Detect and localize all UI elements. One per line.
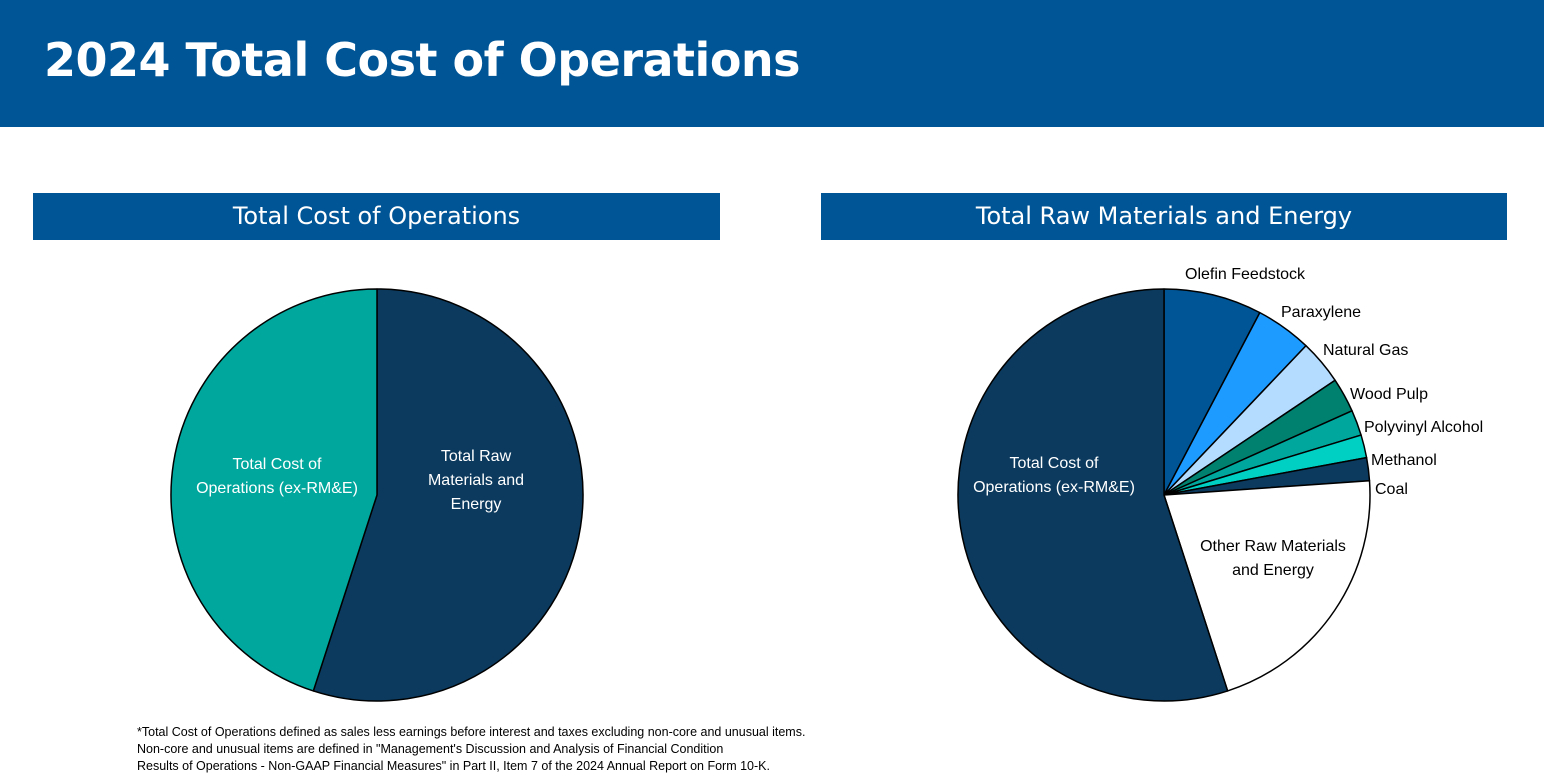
page-title: 2024 Total Cost of Operations xyxy=(44,33,801,87)
slice-label-methanol: Methanol xyxy=(1371,452,1437,469)
footnote-line: Non-core and unusual items are defined i… xyxy=(137,742,724,756)
slice-label-olefin-feedstock: Olefin Feedstock xyxy=(1185,266,1306,283)
pie-slice-other-raw-materials-and-energy xyxy=(1163,480,1371,692)
slice-label-total-raw-materials-and-energy: Total Raw Materials and Energy xyxy=(428,448,524,513)
title-banner: 2024 Total Cost of Operations xyxy=(0,0,1544,127)
pie-slice-total-raw-materials-and-energy xyxy=(170,288,378,692)
total-cost-pie-chart: Total Cost of Operations (ex-RM&E) Total R… xyxy=(170,288,584,702)
slice-label-paraxylene: Paraxylene xyxy=(1281,304,1361,321)
pie-slice-olefin-feedstock xyxy=(1163,288,1261,496)
footnote: *Total Cost of Operations defined as sal… xyxy=(137,724,1037,775)
slice-label-total-cost-of-operations-ex-rm-e: Total Cost of Operations (ex-RM&E) xyxy=(973,455,1135,496)
slice-label-natural-gas: Natural Gas xyxy=(1323,342,1408,359)
slice-label-wood-pulp: Wood Pulp xyxy=(1350,386,1428,403)
footnote-line: Results of Operations - Non-GAAP Financi… xyxy=(137,759,770,773)
slice-label-total-cost-of-operations-ex-rm-e: Total Cost of Operations (ex-RM&E) xyxy=(196,456,358,497)
left-chart-title: Total Cost of Operations xyxy=(33,193,720,240)
right-chart-title: Total Raw Materials and Energy xyxy=(821,193,1507,240)
slice-label-other-raw-materials-and-energy: Other Raw Materials and Energy xyxy=(1200,538,1346,579)
footnote-line: *Total Cost of Operations defined as sal… xyxy=(137,725,806,739)
slice-label-polyvinyl-alcohol: Polyvinyl Alcohol xyxy=(1364,419,1483,436)
slice-label-coal: Coal xyxy=(1375,481,1408,498)
pie-slice-total-cost-of-operations-ex-rm-e xyxy=(312,288,584,702)
pie-slice-total-cost-of-operations-ex-rm-e xyxy=(957,288,1229,702)
